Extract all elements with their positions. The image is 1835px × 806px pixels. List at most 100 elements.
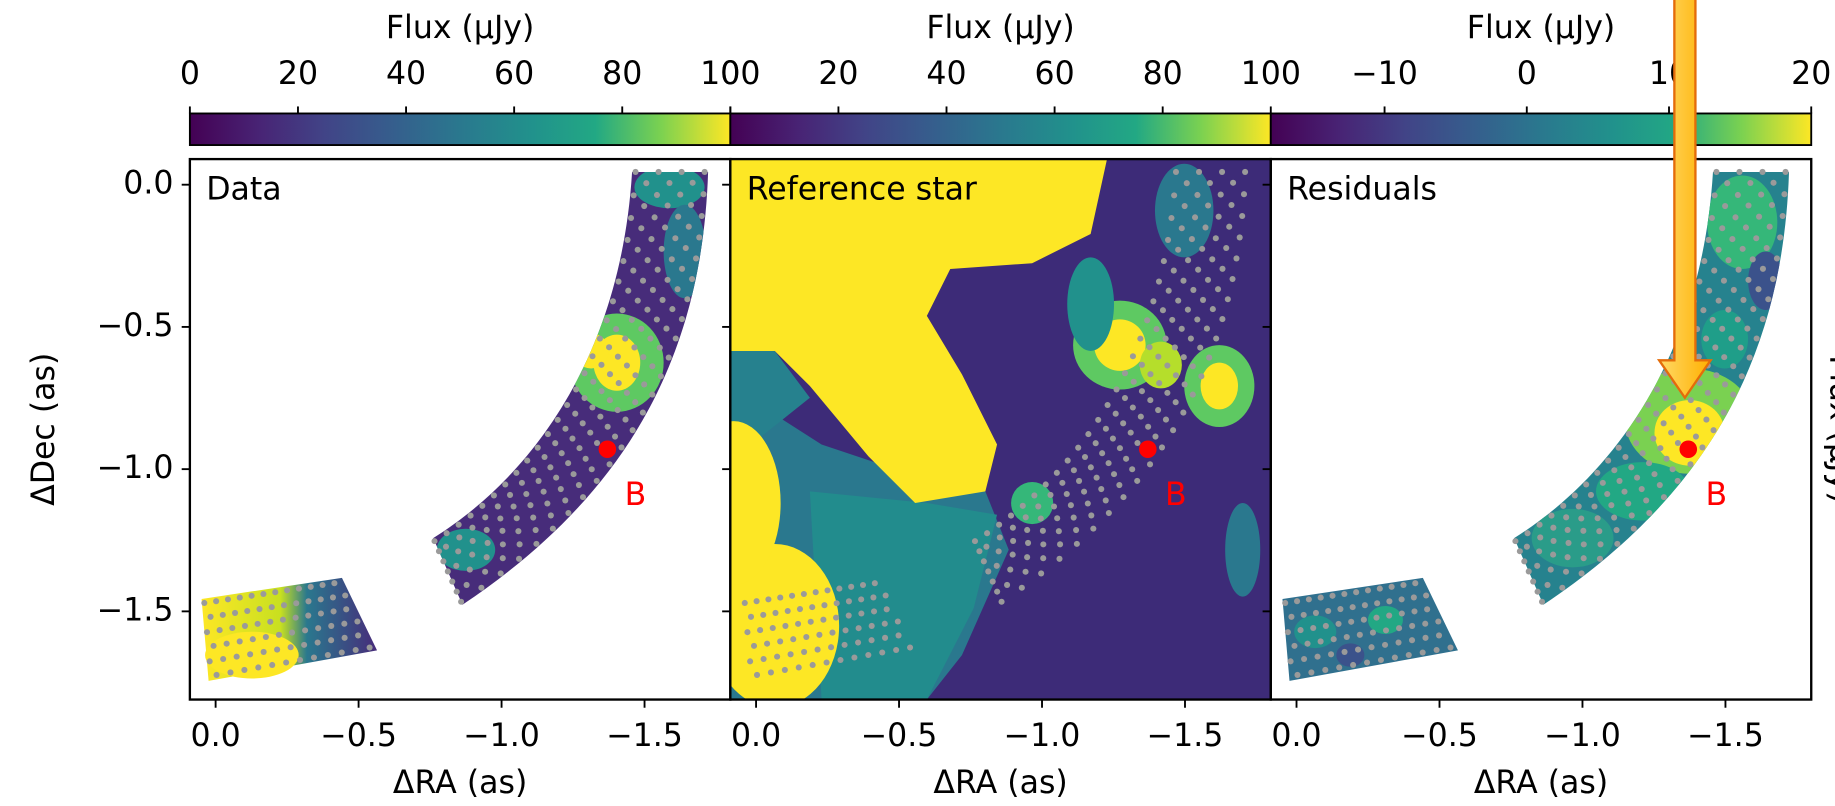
sample-dot — [260, 648, 267, 655]
sample-dot — [1113, 386, 1120, 393]
sample-dot — [1646, 509, 1653, 517]
sample-dot — [1155, 406, 1162, 414]
sample-dot — [315, 625, 322, 632]
sample-dot — [1070, 514, 1077, 521]
sample-dot — [1756, 213, 1763, 220]
sample-dot — [1175, 297, 1182, 304]
sample-dot — [1719, 325, 1726, 332]
sample-dot — [1224, 296, 1231, 303]
sample-dot — [613, 326, 620, 333]
sample-dot — [1134, 439, 1141, 447]
sample-dot — [1356, 631, 1363, 638]
sample-dot — [1204, 276, 1212, 283]
sample-dot — [1102, 425, 1109, 432]
sample-dot — [1160, 258, 1167, 265]
sample-dot — [750, 642, 758, 649]
sample-dot — [1633, 440, 1640, 447]
sample-dot — [1591, 503, 1598, 510]
sample-dot — [664, 276, 671, 283]
sample-dot — [689, 179, 696, 186]
sample-dot — [837, 656, 844, 664]
sample-dot — [1564, 526, 1571, 534]
sample-dot — [614, 353, 621, 360]
sample-dot — [669, 306, 676, 313]
colorbar-label: Flux (μJy) — [1467, 10, 1615, 46]
sample-dot — [809, 604, 816, 611]
sample-dot — [581, 370, 588, 377]
sample-dot — [575, 481, 582, 489]
sample-dot — [1188, 236, 1195, 243]
sample-dot — [789, 592, 796, 599]
sample-dot — [1674, 477, 1681, 484]
sample-dot — [1109, 435, 1116, 442]
sample-dot — [1534, 588, 1541, 595]
sample-dot — [677, 191, 684, 198]
sample-dot — [1164, 389, 1171, 396]
sample-dot — [1024, 526, 1031, 534]
region — [1282, 577, 1458, 681]
sample-dot — [1187, 335, 1194, 342]
sample-dot — [1199, 245, 1206, 252]
sample-dot — [1310, 624, 1317, 632]
sample-dot — [859, 581, 867, 589]
sample-dot — [1759, 316, 1766, 323]
sample-dot — [1660, 420, 1667, 427]
sample-dot — [1127, 429, 1134, 436]
sample-dot — [352, 646, 359, 654]
sample-dot — [582, 455, 589, 462]
sample-dot — [1018, 584, 1025, 591]
sample-dot — [1053, 469, 1060, 476]
sample-dot — [1146, 344, 1153, 351]
sample-dot — [823, 659, 830, 666]
sample-dot — [1736, 168, 1743, 176]
sample-dot — [1734, 316, 1741, 323]
sample-dot — [1728, 335, 1735, 342]
sample-dot — [879, 649, 886, 656]
sample-dot — [868, 637, 875, 644]
sample-dot — [1156, 380, 1163, 387]
sample-dot — [1534, 562, 1541, 569]
sample-dot — [466, 566, 473, 573]
sample-dot — [632, 168, 639, 176]
sample-dot — [1112, 410, 1119, 417]
sample-dot — [659, 296, 666, 303]
sample-dot — [547, 512, 554, 519]
sample-dot — [1711, 192, 1718, 199]
sample-dot — [1009, 551, 1016, 558]
sample-dot — [1386, 612, 1393, 619]
sample-dot — [1070, 467, 1077, 474]
sample-dot — [895, 632, 902, 639]
blob — [1200, 362, 1239, 410]
sample-dot — [210, 642, 217, 649]
sample-dot — [1120, 494, 1127, 501]
sample-dot — [1657, 445, 1664, 452]
colorbar-tick-label: 100 — [1241, 56, 1301, 92]
sample-dot — [1614, 540, 1621, 547]
sample-dot — [552, 440, 559, 447]
sample-dot — [765, 596, 772, 603]
sample-dot — [1230, 179, 1237, 186]
sample-dot — [540, 488, 547, 495]
sample-dot — [1747, 179, 1754, 187]
sample-dot — [236, 594, 243, 601]
sample-dot — [1578, 515, 1585, 522]
sample-dot — [1622, 453, 1629, 461]
sample-dot — [203, 629, 211, 636]
sample-dot — [1025, 539, 1032, 546]
sample-dot — [1073, 540, 1080, 547]
sample-dot — [989, 578, 996, 585]
sample-dot — [809, 661, 816, 669]
sample-dot — [1192, 214, 1199, 221]
sample-dot — [1175, 246, 1182, 253]
sample-dot — [1587, 491, 1594, 498]
sample-dot — [1195, 266, 1202, 273]
sample-dot — [1562, 568, 1570, 575]
sample-dot — [1692, 433, 1699, 440]
sample-dot — [1171, 344, 1178, 351]
sample-dot — [1560, 502, 1567, 509]
blob — [1367, 605, 1403, 635]
sample-dot — [1412, 580, 1419, 587]
sample-dot — [1129, 353, 1136, 360]
sample-dot — [354, 618, 361, 625]
sample-dot — [790, 636, 797, 643]
